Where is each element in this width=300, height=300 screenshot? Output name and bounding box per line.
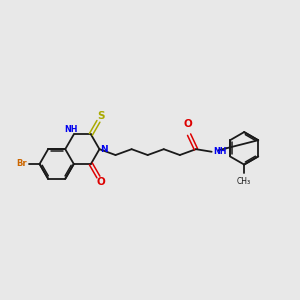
Text: CH₃: CH₃ xyxy=(237,177,251,186)
Text: O: O xyxy=(183,119,192,129)
Text: N: N xyxy=(100,145,108,154)
Text: NH: NH xyxy=(64,125,78,134)
Text: S: S xyxy=(98,112,105,122)
Text: NH: NH xyxy=(213,147,227,156)
Text: O: O xyxy=(97,177,106,187)
Text: Br: Br xyxy=(16,160,27,169)
